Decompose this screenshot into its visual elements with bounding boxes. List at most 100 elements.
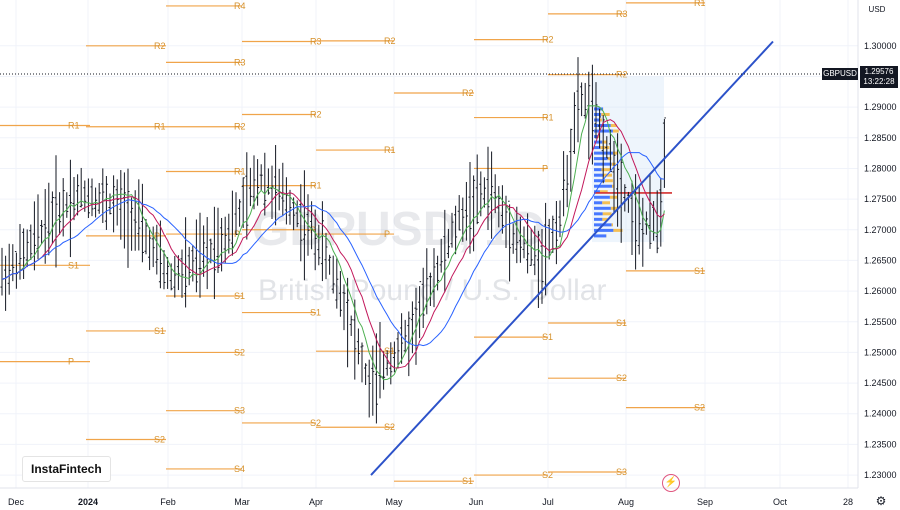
pivot-label: S3	[234, 406, 245, 416]
last-price-tag: 1.29576 13:22:28	[860, 66, 898, 88]
moving-averages	[1, 105, 665, 381]
currency-button[interactable]: USD	[868, 5, 886, 14]
time-tick-label: Jun	[469, 497, 484, 507]
time-tick-label: Feb	[160, 497, 176, 507]
time-tick-label: 2024	[78, 497, 98, 507]
volume-profile-bar	[602, 212, 612, 216]
pivot-label: S1	[462, 476, 473, 486]
lightning-icon[interactable]: ⚡	[662, 474, 680, 492]
pivot-label: R1	[310, 181, 322, 191]
time-tick-label: Mar	[234, 497, 250, 507]
pivot-label: S2	[616, 373, 627, 383]
brand-logo: InstaFintech	[22, 456, 111, 482]
volume-profile-bar	[599, 118, 602, 122]
volume-profile-bar	[594, 173, 603, 177]
symbol-tag: GBPUSD	[822, 68, 858, 80]
time-axis[interactable]: Dec 2024 Feb Mar Apr May Jun Jul Aug Sep Oct 28	[0, 487, 858, 507]
pivot-label: R2	[616, 70, 628, 80]
pivot-label: S1	[234, 291, 245, 301]
pivot-label: R2	[154, 41, 166, 51]
gear-icon[interactable]: ⚙	[875, 494, 887, 508]
time-tick-label: May	[385, 497, 403, 507]
volume-profile-bar	[607, 157, 612, 161]
price-tick-label: 1.28000	[864, 163, 897, 173]
pivot-label: S1	[68, 260, 79, 270]
pivot-label: R2	[462, 88, 474, 98]
volume-profile-bar	[611, 184, 614, 188]
pivot-label: R1	[542, 113, 554, 123]
pivot-label: S2	[694, 403, 705, 413]
volume-profile-bar	[594, 118, 600, 122]
pivot-label: S4	[234, 464, 245, 474]
pivot-label: S3	[616, 467, 627, 477]
volume-profile-bar	[594, 184, 612, 188]
volume-profile-bar	[601, 168, 611, 172]
volume-profile-bar	[594, 157, 608, 161]
price-tick-label: 1.29000	[864, 102, 897, 112]
pivot-label: S1	[694, 266, 705, 276]
time-tick-label: Oct	[773, 497, 788, 507]
moving-average-line	[1, 152, 665, 347]
time-tick-label: Aug	[618, 497, 634, 507]
time-tick-label: Sep	[697, 497, 713, 507]
price-tick-label: 1.24000	[864, 409, 897, 419]
pivot-label: S1	[616, 318, 627, 328]
pivot-label: R3	[616, 9, 628, 19]
time-tick-label: 28	[843, 497, 853, 507]
pivot-label: R2	[384, 36, 396, 46]
time-tick-label: Apr	[309, 497, 323, 507]
pivot-label: S2	[234, 347, 245, 357]
price-tick-label: 1.27500	[864, 194, 897, 204]
time-tick-label: Dec	[8, 497, 25, 507]
pivot-label: S2	[310, 418, 321, 428]
pivot-label: S1	[310, 308, 321, 318]
pivot-label: R1	[234, 167, 246, 177]
pivot-label: R2	[234, 122, 246, 132]
price-tick-label: 1.26500	[864, 255, 897, 265]
pivot-label: R1	[68, 121, 80, 131]
volume-profile-bar	[612, 129, 619, 133]
price-tick-label: 1.25000	[864, 347, 897, 357]
pivot-levels: R1R2R1PS1S2PS1R4R3R2R1PS1S2S3S4R3R2R1PS1…	[0, 0, 706, 486]
volume-profile-bar	[604, 179, 613, 183]
volume-profile-bar	[600, 146, 610, 150]
volume-profile-bar	[601, 112, 610, 116]
pivot-label: S1	[542, 332, 553, 342]
pivot-label: R1	[154, 122, 166, 132]
volume-profile-bar	[594, 146, 601, 150]
watermark-description: British Pound / U.S. Dollar	[258, 274, 606, 307]
volume-profile-bar	[613, 228, 623, 232]
price-tick-label: 1.30000	[864, 41, 897, 51]
pivot-label: P	[542, 163, 548, 173]
time-tick-label: Jul	[542, 497, 554, 507]
volume-profile-bar	[594, 201, 603, 205]
volume-profile-bar	[594, 212, 603, 216]
volume-profile-bar	[594, 217, 603, 221]
pivot-label: R4	[234, 1, 246, 11]
watermark: GBPUSD, 1D British Pound / U.S. Dollar	[252, 203, 606, 307]
volume-profile-bar	[594, 234, 607, 238]
volume-profile-bar	[594, 112, 602, 116]
volume-profile-bar	[598, 135, 600, 139]
pivot-label: S2	[542, 470, 553, 480]
price-tick-label: 1.25500	[864, 317, 897, 327]
volume-profile-bar	[594, 168, 602, 172]
volume-profile-bar	[612, 151, 618, 155]
volume-profile-bar	[611, 223, 613, 227]
pivot-label: S1	[154, 326, 165, 336]
volume-profile-bar	[594, 228, 614, 232]
pivot-label: S2	[384, 422, 395, 432]
price-tick-label: 1.24500	[864, 378, 897, 388]
volume-profile-bar	[594, 195, 610, 199]
volume-profile-bar	[599, 190, 608, 194]
price-tick-label: 1.23000	[864, 470, 897, 480]
moving-average-line	[1, 119, 665, 369]
volume-profile-bar	[594, 140, 603, 144]
volume-profile-bar	[594, 190, 600, 194]
ascending-trendline[interactable]	[370, 40, 774, 476]
volume-profile-bar	[594, 107, 604, 111]
pivot-label: R1	[694, 0, 706, 8]
last-price: 1.29576	[864, 67, 894, 76]
trendline[interactable]	[370, 40, 774, 476]
